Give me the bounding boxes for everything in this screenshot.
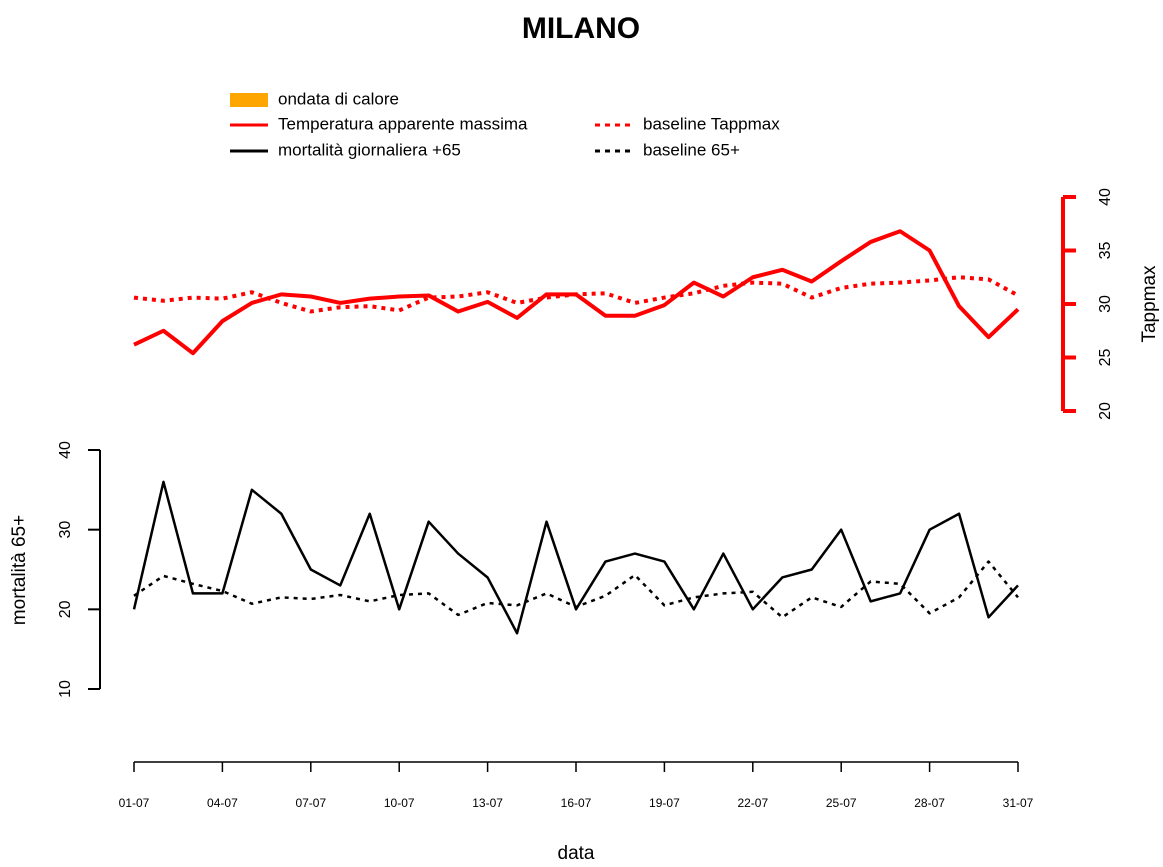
legend-label: Temperatura apparente massima [278, 114, 528, 133]
y-tick-label: 10 [57, 680, 74, 698]
x-tick-label: 16-07 [561, 796, 592, 810]
legend-label: ondata di calore [278, 89, 399, 108]
y2-tick-label: 40 [1097, 188, 1114, 206]
x-axis-label: data [558, 843, 595, 864]
y-tick-label: 20 [57, 600, 74, 618]
x-tick-label: 22-07 [737, 796, 768, 810]
legend-label: mortalità giornaliera +65 [278, 140, 461, 159]
series-line [133, 229, 1020, 356]
x-tick-label: 31-07 [1003, 796, 1034, 810]
x-tick-label: 13-07 [472, 796, 503, 810]
y-axis-label: mortalità 65+ [9, 515, 30, 625]
legend-label: baseline Tappmax [643, 114, 780, 133]
series-line [132, 480, 1019, 635]
y-tick-label: 30 [57, 521, 74, 539]
x-tick-label: 01-07 [119, 796, 150, 810]
y2-tick-label: 35 [1097, 242, 1114, 260]
x-tick-label: 04-07 [207, 796, 238, 810]
x-tick-label: 19-07 [649, 796, 680, 810]
series-line [133, 275, 1019, 314]
y2-axis-label: Tappmax [1139, 265, 1160, 343]
x-tick-label: 28-07 [914, 796, 945, 810]
x-tick-label: 07-07 [295, 796, 326, 810]
x-tick-label: 25-07 [826, 796, 857, 810]
legend-label: baseline 65+ [643, 140, 740, 159]
y2-tick-label: 25 [1097, 349, 1114, 367]
y-tick-label: 40 [57, 441, 74, 459]
series-line [133, 560, 1019, 619]
y2-tick-label: 30 [1097, 295, 1114, 313]
chart-title: MILANO [522, 12, 640, 45]
legend-swatch [230, 93, 268, 107]
y2-tick-label: 20 [1097, 402, 1114, 420]
x-tick-label: 10-07 [384, 796, 415, 810]
